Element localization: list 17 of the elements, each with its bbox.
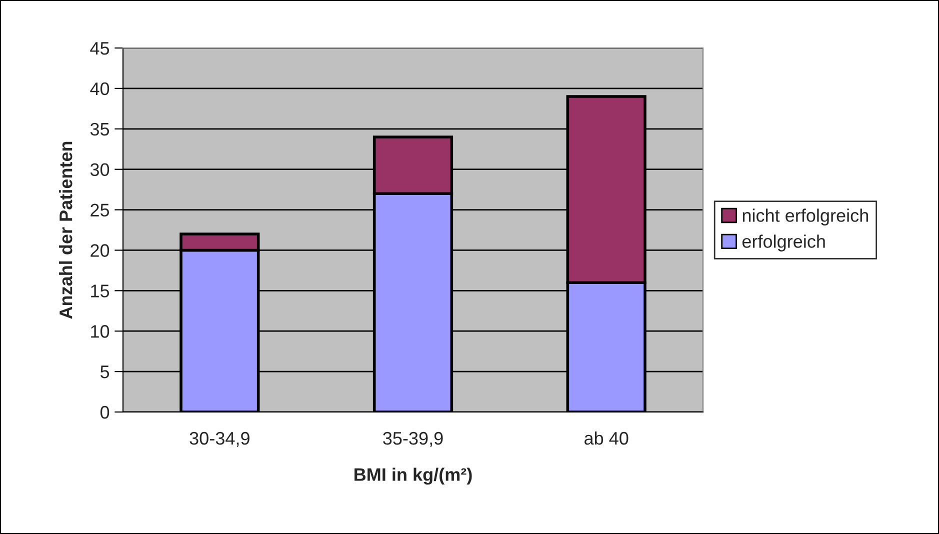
y-tick-label: 30 [90, 163, 110, 176]
y-tick-label: 25 [90, 204, 110, 216]
y-tick-label: 15 [91, 284, 110, 298]
legend-label: nicht erfolgreich [742, 208, 868, 226]
legend-label: erfolgreich [742, 234, 825, 252]
y-tick-label: 10 [91, 325, 110, 338]
y-tick-label: 40 [90, 82, 110, 96]
x-tick-label: ab 40 [584, 431, 628, 445]
y-tick-label: 35 [90, 122, 110, 136]
y-axis-title: Anzahl der Patienten [59, 142, 72, 319]
x-tick-label: 30-34,9 [190, 432, 250, 447]
y-tick-label: 20 [90, 244, 110, 257]
x-axis-title: BMI in kg/(m²) [354, 468, 472, 485]
y-tick-label: 5 [100, 366, 110, 378]
x-tick-label: 35-39,9 [383, 432, 443, 447]
y-tick-label: 0 [100, 406, 110, 419]
y-tick-label: 45 [90, 42, 110, 55]
